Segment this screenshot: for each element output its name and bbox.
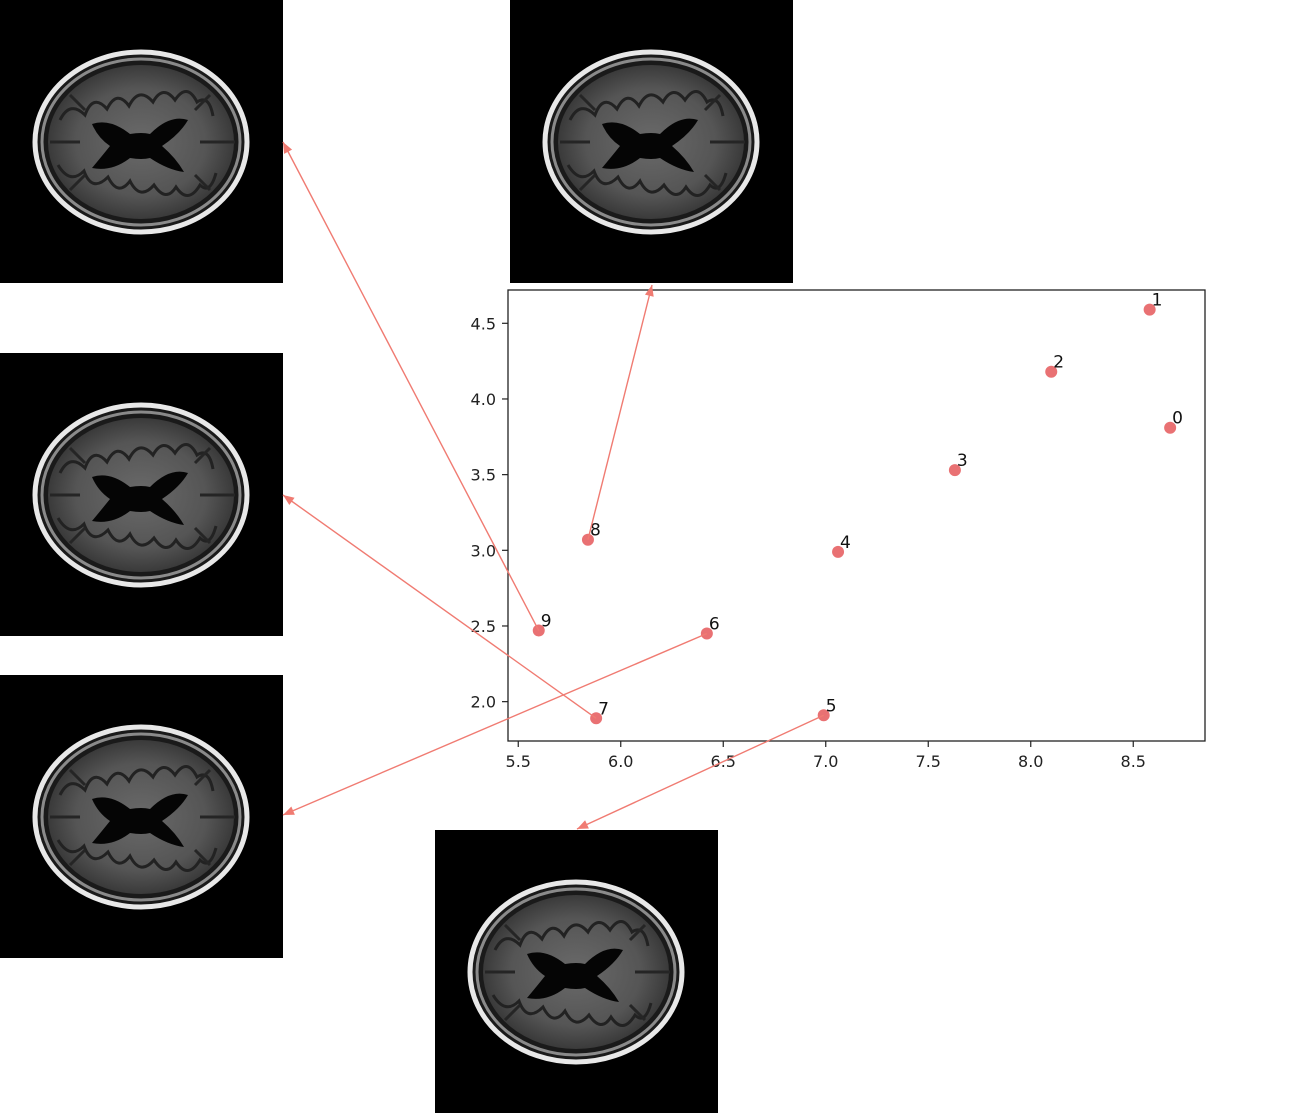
scatter-point-1	[1143, 303, 1156, 316]
arrow-line-point-9	[282, 141, 540, 631]
x-tick-label: 8.0	[1018, 752, 1043, 771]
point-label-2: 2	[1053, 353, 1064, 373]
y-tick-label: 2.0	[471, 693, 496, 712]
x-tick-label: 6.0	[608, 752, 633, 771]
arrow-head-point-7	[283, 495, 295, 506]
point-label-4: 4	[840, 533, 851, 553]
scatter-points: 0 1 2 3 4 5 6 7 8 9	[532, 291, 1183, 725]
point-label-5: 5	[826, 696, 837, 716]
brain-mri-thumbnail-bottom-left	[0, 675, 283, 958]
y-axis: 2.0 2.5 3.0 3.5 4.0 4.5	[471, 314, 508, 712]
y-tick-label: 3.5	[471, 466, 496, 485]
point-label-3: 3	[957, 451, 968, 471]
x-tick-label: 8.5	[1121, 752, 1146, 771]
x-axis: 5.56.06.57.07.58.08.5	[506, 741, 1146, 771]
arrow-line-point-5	[576, 714, 824, 830]
arrow-head-point-5	[577, 820, 589, 829]
plot-area-frame	[507, 289, 1206, 742]
brain-mri-thumbnail-middle-left	[0, 353, 283, 636]
point-label-1: 1	[1152, 291, 1163, 311]
scatter-point-3	[948, 464, 961, 477]
point-label-9: 9	[541, 612, 552, 632]
point-label-0: 0	[1172, 409, 1183, 429]
y-tick-label: 4.0	[471, 390, 496, 409]
brain-mri-thumbnail-bottom-center	[435, 830, 718, 1113]
point-label-7: 7	[598, 699, 609, 719]
y-tick-label: 2.5	[471, 617, 496, 636]
thumbnail-arrows	[282, 141, 824, 830]
brain-mri-thumbnail-top-center	[510, 0, 793, 283]
arrow-line-point-6	[282, 632, 708, 816]
x-tick-label: 7.0	[813, 752, 838, 771]
x-tick-label: 5.5	[506, 752, 531, 771]
scatter-point-2	[1045, 365, 1058, 378]
y-tick-label: 3.0	[471, 541, 496, 560]
arrow-head-point-9	[283, 142, 293, 154]
scatter-point-0	[1164, 421, 1177, 434]
arrow-line-point-7	[282, 494, 597, 719]
point-label-8: 8	[590, 521, 601, 541]
brain-mri-thumbnail-top-left	[0, 0, 283, 283]
arrow-head-point-6	[283, 806, 295, 815]
y-tick-label: 4.5	[471, 314, 496, 333]
scatter-point-4	[832, 545, 845, 558]
arrow-line-point-8	[587, 284, 653, 540]
arrow-head-point-8	[644, 285, 654, 297]
point-label-6: 6	[709, 615, 720, 635]
x-tick-label: 7.5	[916, 752, 941, 771]
